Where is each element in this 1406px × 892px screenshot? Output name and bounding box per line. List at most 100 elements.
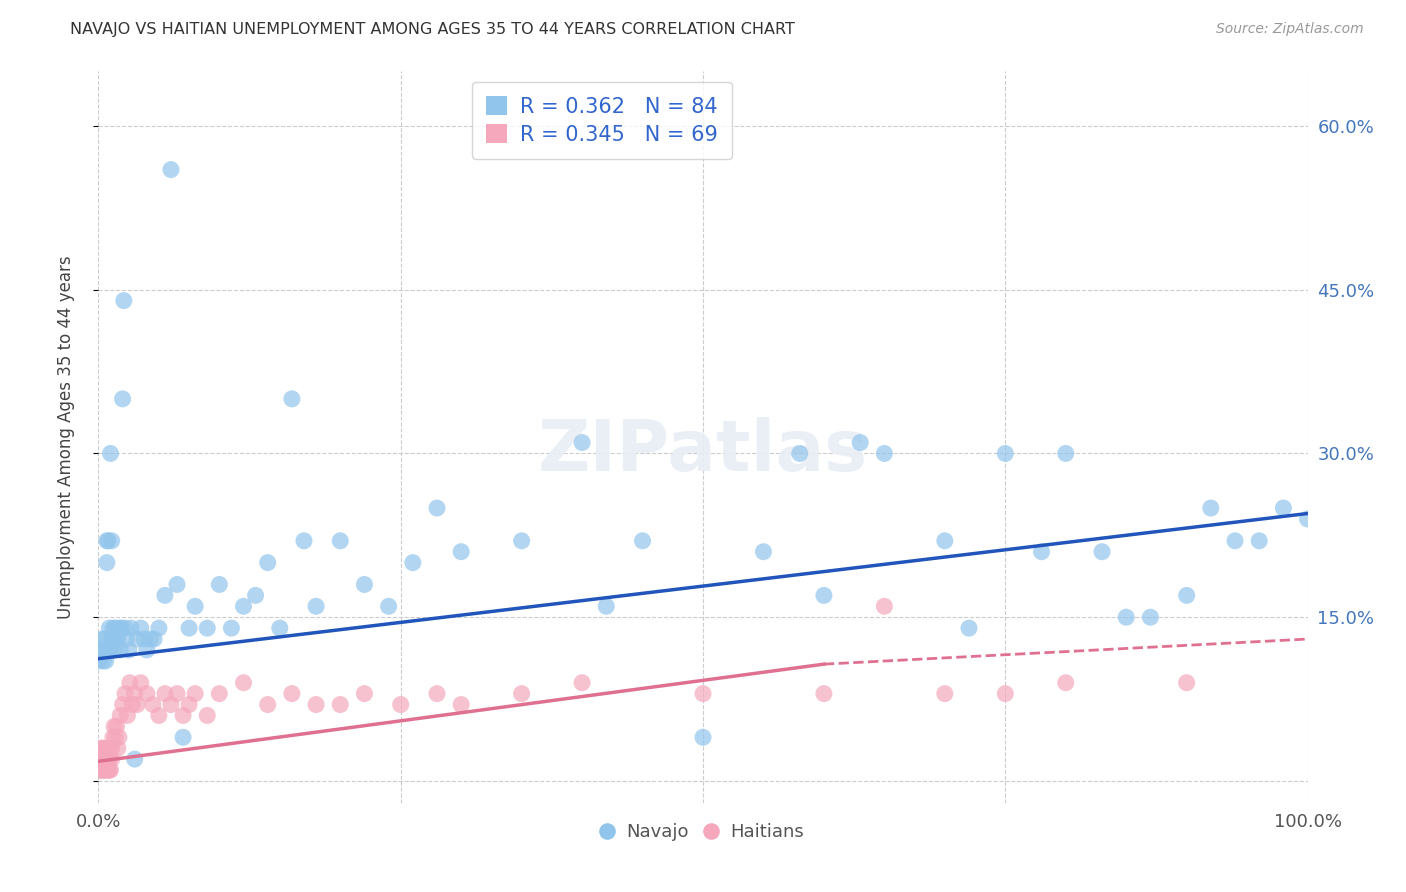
Point <box>160 162 183 177</box>
Point <box>129 675 152 690</box>
Point <box>98 621 121 635</box>
Point <box>813 687 835 701</box>
Point <box>112 293 135 308</box>
Point <box>105 632 128 646</box>
Point <box>94 654 117 668</box>
Point <box>129 621 152 635</box>
Point <box>93 643 115 657</box>
Point <box>98 763 121 777</box>
Point <box>389 698 412 712</box>
Point <box>1054 675 1077 690</box>
Point <box>127 632 149 646</box>
Point <box>450 545 472 559</box>
Point <box>91 752 114 766</box>
Point <box>256 556 278 570</box>
Point <box>329 698 352 712</box>
Point <box>127 698 149 712</box>
Point <box>281 392 304 406</box>
Point <box>153 687 176 701</box>
Point <box>450 698 472 712</box>
Point <box>100 752 122 766</box>
Point <box>111 698 134 712</box>
Point <box>172 731 194 745</box>
Point <box>873 599 896 614</box>
Point <box>179 621 201 635</box>
Point <box>353 577 375 591</box>
Point <box>90 741 112 756</box>
Point <box>100 763 122 777</box>
Point <box>232 599 254 614</box>
Point <box>135 643 157 657</box>
Point <box>93 763 115 777</box>
Point <box>166 577 188 591</box>
Point <box>114 621 136 635</box>
Point <box>100 741 122 756</box>
Point <box>1272 501 1295 516</box>
Point <box>148 708 170 723</box>
Point <box>571 435 593 450</box>
Point <box>135 687 157 701</box>
Point <box>115 632 138 646</box>
Point <box>114 687 136 701</box>
Point <box>849 435 872 450</box>
Point <box>124 687 146 701</box>
Point <box>91 741 114 756</box>
Point <box>107 632 129 646</box>
Point <box>118 643 141 657</box>
Point <box>957 621 980 635</box>
Text: Source: ZipAtlas.com: Source: ZipAtlas.com <box>1216 22 1364 37</box>
Point <box>571 675 593 690</box>
Point <box>104 621 127 635</box>
Point <box>94 752 117 766</box>
Point <box>426 687 449 701</box>
Point <box>184 599 207 614</box>
Point <box>104 731 127 745</box>
Point <box>98 752 121 766</box>
Point <box>97 752 120 766</box>
Point <box>305 599 328 614</box>
Point <box>994 446 1017 460</box>
Point <box>121 698 143 712</box>
Point <box>305 698 328 712</box>
Point <box>232 675 254 690</box>
Point <box>353 687 375 701</box>
Point <box>934 533 956 548</box>
Point <box>100 446 122 460</box>
Point <box>117 708 139 723</box>
Point <box>281 687 304 701</box>
Point <box>90 763 112 777</box>
Point <box>108 621 131 635</box>
Point <box>91 752 114 766</box>
Point <box>595 599 617 614</box>
Point <box>91 632 114 646</box>
Point <box>93 741 115 756</box>
Point <box>208 577 231 591</box>
Point <box>1115 610 1137 624</box>
Point <box>153 588 176 602</box>
Point <box>89 763 111 777</box>
Point <box>1223 533 1246 548</box>
Point <box>96 741 118 756</box>
Point <box>172 708 194 723</box>
Point <box>143 632 166 646</box>
Point <box>195 708 218 723</box>
Point <box>873 446 896 460</box>
Point <box>118 675 141 690</box>
Point <box>166 687 188 701</box>
Point <box>292 533 315 548</box>
Point <box>100 632 122 646</box>
Point <box>120 621 142 635</box>
Point <box>96 533 118 548</box>
Point <box>91 763 114 777</box>
Point <box>1031 545 1053 559</box>
Point <box>93 752 115 766</box>
Point <box>245 588 267 602</box>
Point <box>124 752 146 766</box>
Point <box>329 533 352 548</box>
Point <box>105 719 128 733</box>
Point <box>692 731 714 745</box>
Point <box>89 752 111 766</box>
Point <box>108 643 131 657</box>
Point <box>100 643 122 657</box>
Legend: Navajo, Haitians: Navajo, Haitians <box>595 816 811 848</box>
